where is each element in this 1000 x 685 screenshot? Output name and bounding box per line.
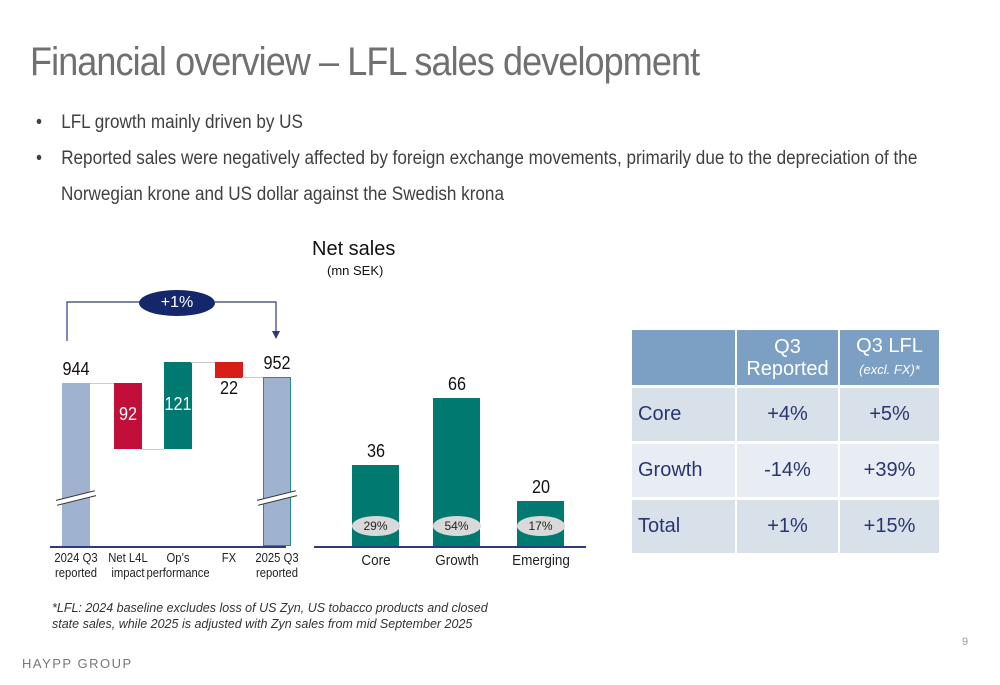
- row-label: Growth: [632, 444, 735, 497]
- share-pill: 17%: [516, 516, 565, 536]
- tick-line: Net L4L: [108, 551, 148, 565]
- cell: +1%: [737, 500, 838, 553]
- growth-table: Q3 Reported Q3 LFL (excl. FX)* Core +4% +5% …: [630, 327, 941, 556]
- growth-bracket: [66, 290, 280, 341]
- cell: -14%: [737, 444, 838, 497]
- x-tick-label: FX: [198, 551, 261, 566]
- connector-line: [140, 449, 164, 450]
- footnote: *LFL: 2024 baseline excludes loss of US …: [52, 600, 488, 632]
- x-tick-label: Growth: [434, 552, 479, 569]
- row-label: Total: [632, 500, 735, 553]
- header-reported: Q3 Reported: [737, 330, 838, 385]
- footnote-line: *LFL: 2024 baseline excludes loss of US …: [52, 601, 488, 615]
- company-logo: HAYPP GROUP: [22, 656, 133, 671]
- waterfall-bar: [215, 362, 243, 378]
- waterfall-bar: [62, 383, 90, 546]
- bullet-dot: •: [36, 112, 42, 133]
- connector-line: [242, 377, 263, 378]
- data-label: 952: [263, 353, 291, 374]
- data-label: 944: [62, 359, 90, 379]
- connector-line: [191, 362, 215, 363]
- header-line: Reported: [746, 357, 829, 380]
- footnote-line: state sales, while 2025 is adjusted with…: [52, 617, 473, 631]
- data-label: 66: [447, 373, 466, 394]
- tick-line: performance: [146, 566, 210, 580]
- share-pill: 29%: [351, 516, 400, 536]
- row-label: Core: [632, 388, 735, 441]
- page-title: Financial overview – LFL sales developme…: [30, 40, 700, 84]
- chart-title: Net sales: [312, 238, 396, 260]
- bullet-text: Reported sales were negatively affected …: [61, 148, 918, 169]
- data-label: 36: [366, 441, 385, 461]
- bullet-2-continued: Norwegian krone and US dollar against th…: [61, 184, 504, 205]
- cell: +4%: [737, 388, 838, 441]
- tick-line: reported: [256, 566, 298, 580]
- tick-line: Op’s: [166, 551, 190, 565]
- table-row: Core +4% +5%: [632, 388, 939, 441]
- table-row: Growth -14% +39%: [632, 444, 939, 497]
- cell: +39%: [840, 444, 939, 497]
- waterfall-chart: +1% 944 2024 Q3 reported 92 Net L4L impact 121…: [45, 290, 309, 581]
- data-label: 121: [164, 393, 192, 414]
- x-tick-label: Emerging: [511, 552, 570, 569]
- header-empty: [632, 330, 735, 385]
- waterfall-bar: [114, 383, 142, 450]
- x-tick-label: Net L4L impact: [97, 551, 160, 581]
- header-line: Q3 LFL: [856, 334, 923, 357]
- data-label: 22: [219, 377, 239, 398]
- cell: +5%: [840, 388, 939, 441]
- waterfall-bar: [263, 377, 291, 546]
- share-pill: 54%: [432, 516, 481, 536]
- growth-badge: +1%: [160, 294, 194, 311]
- header-line: Q3: [774, 335, 801, 358]
- tick-line: 2025 Q3: [255, 551, 299, 565]
- bullet-text: LFL growth mainly driven by US: [61, 112, 303, 133]
- header-lfl: Q3 LFL (excl. FX)*: [840, 330, 939, 385]
- data-label: 20: [531, 477, 550, 497]
- x-tick-label: Core: [360, 552, 391, 569]
- tick-line: reported: [55, 566, 97, 580]
- waterfall-bar: [164, 362, 192, 450]
- bullet-dot: •: [36, 148, 42, 169]
- chart-subtitle: (mn SEK): [327, 263, 384, 278]
- x-tick-label: 2024 Q3 reported: [45, 551, 108, 581]
- header-note: (excl. FX)*: [859, 361, 920, 377]
- cell: +15%: [840, 500, 939, 553]
- table-row: Total +1% +15%: [632, 500, 939, 553]
- x-axis: [50, 546, 286, 548]
- connector-line: [90, 383, 114, 384]
- x-axis: [314, 546, 586, 548]
- x-tick-label: Op’s performance: [147, 551, 210, 581]
- tick-line: FX: [221, 551, 237, 565]
- tick-line: impact: [111, 566, 145, 580]
- tick-line: 2024 Q3: [54, 551, 98, 565]
- data-label: 92: [118, 404, 138, 425]
- page-number: 9: [962, 636, 969, 648]
- x-tick-label: 2025 Q3 reported: [246, 551, 309, 581]
